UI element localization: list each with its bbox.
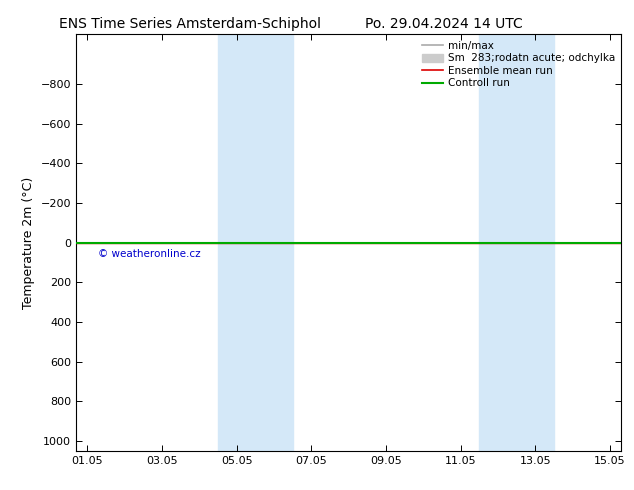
Bar [218,34,293,451]
Bar [479,34,554,451]
Text: ENS Time Series Amsterdam-Schiphol: ENS Time Series Amsterdam-Schiphol [59,17,321,31]
Text: Po. 29.04.2024 14 UTC: Po. 29.04.2024 14 UTC [365,17,522,31]
Y-axis label: Temperature 2m (°C): Temperature 2m (°C) [22,176,35,309]
Legend: min/max, Sm  283;rodatn acute; odchylka, Ensemble mean run, Controll run: min/max, Sm 283;rodatn acute; odchylka, … [418,36,619,93]
Text: © weatheronline.cz: © weatheronline.cz [98,249,201,259]
